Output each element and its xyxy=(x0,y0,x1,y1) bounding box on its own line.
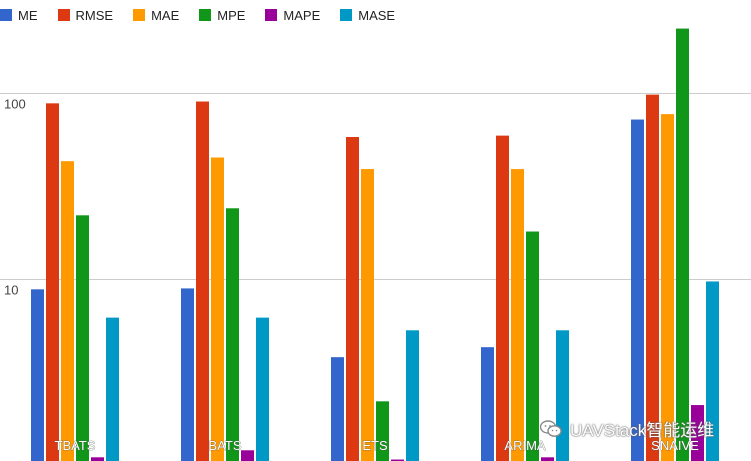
legend-swatch xyxy=(199,9,212,21)
bar-arima-mase xyxy=(556,330,569,461)
bar-snaive-mpe xyxy=(676,28,689,461)
bar-bats-rmse xyxy=(196,101,209,461)
bar-bats-mpe xyxy=(226,208,239,461)
bar-bats-me xyxy=(181,288,194,461)
y-tick-label: 10 xyxy=(4,283,18,298)
x-tick-labels: TBATS BATS ETS ARIMA SNAIVE xyxy=(54,438,699,454)
legend-label: MASE xyxy=(358,7,396,23)
legend-item-mase: MASE xyxy=(340,8,395,23)
legend-swatch xyxy=(0,9,12,21)
legend-item-rmse: RMSE xyxy=(57,7,114,23)
legend-swatch xyxy=(57,9,70,21)
bar-bats-mape xyxy=(241,450,254,461)
legend-swatch xyxy=(340,9,353,21)
bar-ets-mpe xyxy=(376,401,389,461)
bar-arima-mae xyxy=(511,169,524,461)
bar-ets-me xyxy=(331,357,344,461)
legend: ME RMSE MAE MPE MAPE MASE xyxy=(0,5,415,25)
bar-snaive-mae xyxy=(661,114,674,461)
bar-tbats-mae xyxy=(61,161,74,461)
bar-ets-mape xyxy=(391,459,404,461)
legend-label: MPE xyxy=(217,7,246,23)
watermark: UAVStack智能运维 xyxy=(540,416,714,441)
bar-snaive-mase xyxy=(706,281,719,461)
bar-ets-mae xyxy=(361,169,374,461)
bar-arima-mpe xyxy=(526,231,539,461)
bar-tbats-mape xyxy=(91,457,104,461)
legend-item-me: ME xyxy=(0,8,38,23)
legend-item-mae: MAE xyxy=(133,8,179,23)
x-tick-label: BATS xyxy=(209,438,242,453)
x-tick-label: ARIMA xyxy=(504,438,546,453)
bar-bats-mase xyxy=(256,317,269,461)
bar-arima-me xyxy=(481,347,494,461)
gridlines xyxy=(0,93,751,280)
bar-tbats-mase xyxy=(106,317,119,461)
legend-item-mpe: MPE xyxy=(199,8,245,23)
legend-item-mape: MAPE xyxy=(265,8,320,23)
x-tick-label: ETS xyxy=(362,438,388,453)
bar-snaive-mape xyxy=(691,405,704,461)
x-tick-label: SNAIVE xyxy=(651,438,699,453)
bar-arima-rmse xyxy=(496,135,509,461)
y-tick-labels: 10 100 xyxy=(4,97,26,298)
bars xyxy=(31,28,719,461)
legend-label: MAE xyxy=(151,7,180,23)
legend-swatch xyxy=(133,9,146,21)
bar-tbats-mpe xyxy=(76,215,89,461)
watermark-text: UAVStack智能运维 xyxy=(570,421,715,440)
bar-snaive-rmse xyxy=(646,94,659,461)
bar-snaive-me xyxy=(631,119,644,461)
bar-bats-mae xyxy=(211,157,224,461)
legend-label: RMSE xyxy=(75,7,114,23)
x-tick-label: TBATS xyxy=(55,438,96,453)
bar-ets-mase xyxy=(406,330,419,461)
legend-label: ME xyxy=(18,7,38,23)
y-tick-label: 100 xyxy=(4,97,26,112)
bar-arima-mape xyxy=(541,457,554,461)
bar-tbats-me xyxy=(31,289,44,461)
wechat-icon xyxy=(540,419,562,437)
bar-ets-rmse xyxy=(346,137,359,461)
legend-swatch xyxy=(265,9,278,21)
legend-label: MAPE xyxy=(283,7,321,23)
bar-tbats-rmse xyxy=(46,103,59,461)
